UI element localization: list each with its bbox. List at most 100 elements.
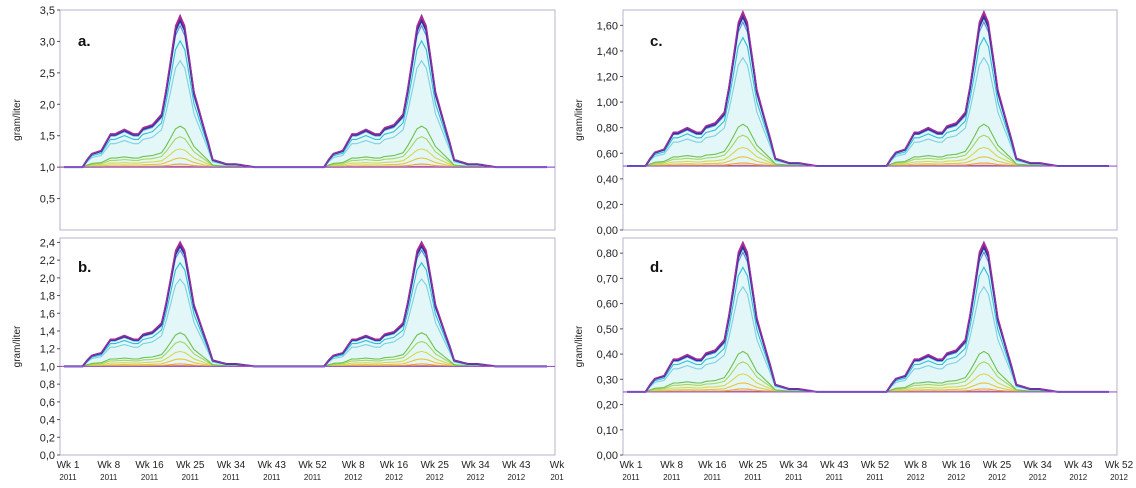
y-tick-label: 1,4: [40, 326, 55, 338]
y-tick-label: 2,5: [40, 68, 55, 80]
y-tick-label: 1,20: [597, 72, 618, 84]
x-tick-label: Wk 43: [1064, 460, 1093, 471]
y-tick-label: 1,5: [40, 131, 55, 143]
x-tick-year-label: 2012: [385, 473, 403, 482]
y-tick-label: 0,50: [597, 324, 618, 336]
series-fill-year-1: [64, 245, 306, 367]
series-fill-year-2: [868, 16, 1109, 167]
y-tick-label: 1,0: [40, 162, 55, 174]
x-tick-year-label: 2012: [1069, 473, 1087, 482]
x-tick-year-label: 2011: [663, 473, 681, 482]
x-tick-label: Wk 43: [820, 460, 849, 471]
x-tick-label: Wk 8: [904, 460, 927, 471]
x-tick-label: Wk 16: [380, 460, 409, 471]
x-tick-label: Wk 34: [461, 460, 490, 471]
y-tick-label: 1,0: [40, 361, 55, 373]
x-tick-year-label: 2012: [1110, 473, 1128, 482]
series-fill-year-1: [627, 16, 868, 167]
y-tick-label: 1,6: [40, 308, 55, 320]
x-tick-year-label: 2012: [988, 473, 1006, 482]
x-tick-label: Wk 16: [698, 460, 727, 471]
x-tick-label: Wk 43: [502, 460, 531, 471]
y-tick-label: 0,40: [597, 349, 618, 361]
x-tick-label: Wk 52: [298, 460, 327, 471]
chart-panel-d: 0,00 0,10 0,20 0,30 0,40 0,50 0,60 0,70 0,80 gram…: [574, 237, 1134, 482]
y-axis-label: gram/liter: [574, 98, 585, 140]
x-tick-label: Wk: [550, 460, 565, 471]
y-tick-label: 0,00: [597, 225, 618, 237]
y-tick-label: 1,8: [40, 291, 55, 303]
x-tick-label: Wk 1: [620, 460, 643, 471]
plot-frame: [622, 9, 1118, 231]
y-tick-label: 2,0: [40, 273, 55, 285]
panel-label: a.: [78, 33, 91, 50]
panel-label: b.: [78, 259, 91, 276]
y-tick-label: 3,5: [40, 5, 55, 17]
x-tick-label: Wk 8: [342, 460, 365, 471]
x-tick-year-label: 2012: [1029, 473, 1047, 482]
y-tick-label: 0,40: [597, 174, 618, 186]
y-tick-label: 2,4: [40, 237, 55, 249]
y-tick-label: 2,0: [40, 99, 55, 111]
x-tick-label: Wk 34: [1023, 460, 1052, 471]
y-tick-label: 0,8: [40, 379, 55, 391]
series-fill-year-2: [305, 245, 547, 367]
x-tick-year-label: 2012: [344, 473, 362, 482]
x-tick-year-label: 2011: [866, 473, 884, 482]
x-tick-label: Wk 34: [217, 460, 246, 471]
chart-panel-b: 0,0 0,2 0,4 0,6 0,8 1,0 1,2 1,4 1,6 1,8 2,0 2,2 2,4 g…: [12, 237, 565, 482]
x-tick-label: Wk 16: [942, 460, 971, 471]
x-tick-year-label: 2012: [426, 473, 444, 482]
y-tick-label: 1,2: [40, 344, 55, 356]
x-tick-label: Wk 25: [176, 460, 205, 471]
series-fill-year-1: [627, 247, 868, 392]
y-tick-label: 1,40: [597, 46, 618, 58]
y-tick-label: 0,70: [597, 273, 618, 285]
y-tick-label: 3,0: [40, 36, 55, 48]
chart-panel-a: 0,5 1,0 1,5 2,0 2,5 3,0 3,5 gram/liter a.: [12, 5, 556, 231]
x-tick-label: Wk 52: [1105, 460, 1134, 471]
y-tick-label: 0,2: [40, 432, 55, 444]
y-tick-label: 0,20: [597, 199, 618, 211]
x-tick-year-label: 201: [550, 473, 564, 482]
x-tick-year-label: 2011: [141, 473, 159, 482]
x-tick-year-label: 2011: [826, 473, 844, 482]
x-tick-year-label: 2012: [947, 473, 965, 482]
y-tick-label: 1,00: [597, 97, 618, 109]
y-axis-label: gram/liter: [12, 325, 23, 367]
x-tick-year-label: 2011: [304, 473, 322, 482]
y-tick-label: 0,4: [40, 415, 55, 427]
y-tick-label: 0,00: [597, 450, 618, 462]
y-axis-label: gram/liter: [12, 98, 23, 140]
y-tick-label: 0,30: [597, 374, 618, 386]
y-tick-label: 0,5: [40, 194, 55, 206]
x-tick-year-label: 2011: [744, 473, 762, 482]
x-tick-year-label: 2011: [704, 473, 722, 482]
x-tick-label: Wk 34: [779, 460, 808, 471]
x-tick-label: Wk 52: [861, 460, 890, 471]
x-tick-year-label: 2011: [59, 473, 77, 482]
y-tick-label: 0,60: [597, 299, 618, 311]
x-tick-label: Wk 8: [97, 460, 120, 471]
panel-label: d.: [650, 259, 663, 276]
x-tick-label: Wk 1: [57, 460, 80, 471]
y-tick-label: 0,10: [597, 425, 618, 437]
x-tick-year-label: 2012: [467, 473, 485, 482]
y-tick-label: 0,6: [40, 397, 55, 409]
y-tick-label: 0,80: [597, 248, 618, 260]
x-tick-label: Wk 43: [258, 460, 287, 471]
x-tick-year-label: 2011: [263, 473, 281, 482]
x-tick-label: Wk 25: [983, 460, 1012, 471]
y-tick-label: 0,60: [597, 148, 618, 160]
y-tick-label: 0,20: [597, 400, 618, 412]
y-tick-label: 0,0: [40, 450, 55, 462]
x-tick-year-label: 2011: [785, 473, 803, 482]
y-tick-label: 1,60: [597, 20, 618, 32]
x-tick-label: Wk 25: [421, 460, 450, 471]
x-tick-label: Wk 8: [660, 460, 683, 471]
x-tick-year-label: 2011: [182, 473, 200, 482]
x-tick-year-label: 2012: [907, 473, 925, 482]
x-tick-label: Wk 16: [135, 460, 164, 471]
x-tick-label: Wk 25: [739, 460, 768, 471]
